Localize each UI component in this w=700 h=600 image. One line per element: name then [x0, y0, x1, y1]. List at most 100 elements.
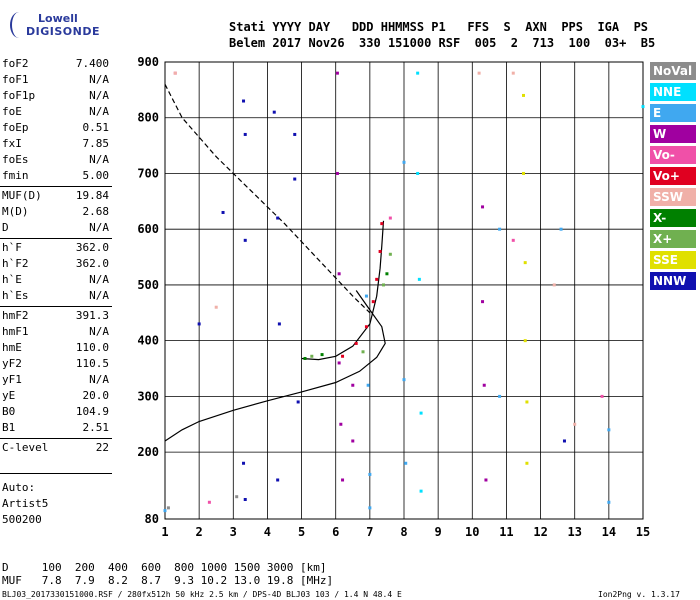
x-tick-label: 11 [499, 525, 513, 539]
curve-profile [164, 290, 386, 442]
echo-point [243, 132, 247, 136]
panel-separator [0, 438, 112, 439]
param-row: hmE 110.0 [2, 341, 109, 355]
panel-separator [0, 186, 112, 187]
param-value: 20.0 [82, 389, 110, 402]
param-value: 362.0 [75, 241, 109, 254]
echo-point [641, 105, 645, 109]
x-tick-label: 10 [465, 525, 479, 539]
param-name: h`F [2, 241, 22, 254]
echo-point [481, 205, 485, 209]
param-value: N/A [89, 289, 109, 302]
param-value: N/A [89, 73, 109, 86]
y-tick-label: 300 [137, 389, 159, 403]
echo-point [481, 300, 485, 304]
echo-point [277, 322, 281, 326]
echo-point [303, 356, 307, 360]
param-row: hmF1 N/A [2, 325, 109, 339]
param-value: N/A [89, 105, 109, 118]
echo-point [525, 461, 529, 465]
echo-point [498, 394, 502, 398]
param-row: foE N/A [2, 105, 109, 119]
y-tick-label: 900 [137, 55, 159, 69]
param-name: foEs [2, 153, 29, 166]
echo-point [335, 71, 339, 75]
param-name: yF1 [2, 373, 22, 386]
echo-point [243, 238, 247, 242]
param-row: foF1 N/A [2, 73, 109, 87]
muf-row: MUF 7.8 7.9 8.2 8.7 9.3 10.2 13.0 19.8 [… [2, 574, 334, 587]
param-value: N/A [89, 89, 109, 102]
y-tick-label: 400 [137, 334, 159, 348]
header-row1: Stati YYYY DAY DDD HHMMSS P1 FFS S AXN P… [229, 20, 649, 34]
legend-item: Vo- [650, 146, 696, 164]
header-row2: Belem 2017 Nov26 330 151000 RSF 005 2 71… [229, 36, 656, 50]
x-tick-label: 3 [230, 525, 237, 539]
echo-point [511, 71, 515, 75]
echo-point [366, 383, 370, 387]
x-tick-label: 6 [332, 525, 339, 539]
y-tick-label: 80 [145, 512, 159, 526]
echo-point [276, 478, 280, 482]
param-name: h`E [2, 273, 22, 286]
param-name: D [2, 221, 9, 234]
echo-point [380, 222, 384, 226]
echo-point [477, 71, 481, 75]
echo-point [522, 93, 525, 97]
echo-point [221, 210, 225, 214]
panel-separator [0, 473, 112, 474]
y-tick-label: 600 [137, 222, 159, 236]
param-name: hmF2 [2, 309, 29, 322]
echo-point [337, 272, 341, 276]
param-name: hmE [2, 341, 22, 354]
echo-point [523, 261, 527, 265]
echo-point [214, 305, 218, 309]
param-row: C-level 22 [2, 441, 109, 455]
param-name: h`F2 [2, 257, 29, 270]
echo-point [498, 227, 502, 231]
echo-point [364, 294, 368, 298]
x-tick-label: 7 [366, 525, 373, 539]
footer-info: BLJ03_2017330151000.RSF / 280fx512h 50 k… [2, 590, 402, 599]
param-row: fmin 5.00 [2, 169, 109, 183]
echo-point [335, 171, 339, 175]
logo-line1: Lowell [38, 12, 78, 25]
echo-point [388, 252, 392, 256]
param-value: 2.51 [82, 421, 110, 434]
echo-point [402, 160, 406, 164]
legend-item: W [650, 125, 696, 143]
lowell-digisonde-logo: Lowell DIGISONDE [6, 8, 99, 44]
echo-point [388, 216, 392, 220]
legend-item: NNW [650, 272, 696, 290]
auto-label: Auto: [2, 481, 36, 494]
echo-point [375, 277, 379, 281]
x-tick-label: 8 [400, 525, 407, 539]
param-value: N/A [89, 153, 109, 166]
legend-item: NoVal [650, 62, 696, 80]
param-value: 110.5 [75, 357, 109, 370]
param-name: foF1 [2, 73, 29, 86]
legend-item: SSE [650, 251, 696, 269]
param-name: hmF1 [2, 325, 29, 338]
y-tick-label: 800 [137, 111, 159, 125]
param-row: MUF(D) 19.84 [2, 189, 109, 203]
param-value: 7.400 [75, 57, 109, 70]
echo-point [600, 394, 604, 398]
echo-point [341, 478, 345, 482]
param-name: C-level [2, 441, 49, 454]
curve-trace [301, 220, 385, 361]
param-row: hmF2 391.3 [2, 309, 109, 323]
echo-point [511, 238, 515, 242]
param-row: foF2 7.400 [2, 57, 109, 71]
echo-point [368, 506, 372, 510]
param-value: 19.84 [75, 189, 109, 202]
param-value: 7.85 [82, 137, 110, 150]
echo-point [416, 71, 420, 75]
param-value: 391.3 [75, 309, 109, 322]
x-tick-label: 12 [533, 525, 547, 539]
echo-point [242, 461, 246, 465]
echo-point [417, 277, 421, 281]
logo-line2: DIGISONDE [26, 25, 100, 38]
echo-point [552, 283, 556, 287]
echo-point [242, 99, 246, 103]
